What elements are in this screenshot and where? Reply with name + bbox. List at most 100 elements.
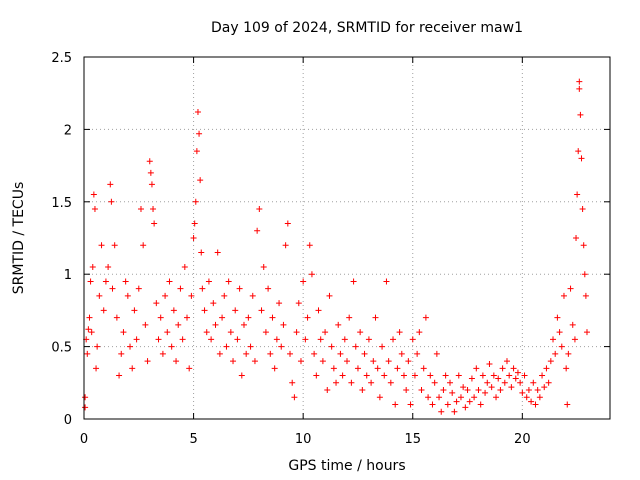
data-point — [238, 372, 245, 379]
data-point — [510, 365, 517, 372]
data-point — [230, 358, 237, 365]
data-point — [240, 321, 247, 328]
x-axis-label: GPS time / hours — [288, 458, 405, 474]
data-point — [184, 314, 191, 321]
data-point — [192, 198, 199, 205]
data-point — [191, 220, 198, 227]
data-point — [563, 365, 570, 372]
data-point — [482, 389, 489, 396]
data-point — [581, 271, 588, 278]
data-point — [216, 350, 223, 357]
data-point — [558, 343, 565, 350]
data-point — [291, 394, 298, 401]
data-point — [276, 300, 283, 307]
data-point — [403, 387, 410, 394]
data-point — [300, 278, 307, 285]
data-point — [488, 384, 495, 391]
data-point — [308, 271, 315, 278]
data-point — [227, 329, 234, 336]
data-point — [326, 292, 333, 299]
data-point — [221, 292, 228, 299]
data-point — [203, 329, 210, 336]
y-axis-label: SRMTID / TECUs — [11, 182, 27, 295]
data-point — [162, 292, 169, 299]
data-point — [583, 329, 590, 336]
data-point — [530, 379, 537, 386]
data-point — [368, 379, 375, 386]
data-point — [333, 379, 340, 386]
data-point — [166, 278, 173, 285]
data-point — [453, 398, 460, 405]
data-point — [532, 401, 539, 408]
data-point — [433, 350, 440, 357]
data-point — [102, 278, 109, 285]
data-point — [135, 285, 142, 292]
data-point — [473, 365, 480, 372]
data-point — [427, 372, 434, 379]
data-point — [365, 336, 372, 343]
data-point — [96, 292, 103, 299]
data-point — [429, 401, 436, 408]
data-point — [579, 206, 586, 213]
data-point — [133, 336, 140, 343]
x-tick-label: 10 — [295, 432, 312, 447]
data-point — [449, 389, 456, 396]
data-point — [311, 350, 318, 357]
data-point — [313, 372, 320, 379]
data-point — [127, 343, 134, 350]
data-point — [486, 360, 493, 367]
data-point — [359, 387, 366, 394]
data-point — [157, 314, 164, 321]
data-point — [348, 379, 355, 386]
data-point — [539, 372, 546, 379]
data-point — [525, 387, 532, 394]
data-point — [319, 358, 326, 365]
data-point — [330, 365, 337, 372]
data-point — [354, 365, 361, 372]
data-point — [302, 336, 309, 343]
data-point — [88, 329, 95, 336]
data-point — [464, 387, 471, 394]
data-point — [265, 285, 272, 292]
data-point — [100, 307, 107, 314]
data-point — [146, 158, 153, 165]
data-point — [188, 292, 195, 299]
data-point — [436, 394, 443, 401]
data-point — [168, 343, 175, 350]
data-point — [151, 220, 158, 227]
data-point — [547, 358, 554, 365]
data-point — [414, 350, 421, 357]
data-point — [339, 372, 346, 379]
data-point — [567, 285, 574, 292]
data-point — [405, 358, 412, 365]
data-point — [390, 336, 397, 343]
data-point — [236, 285, 243, 292]
data-point — [249, 292, 256, 299]
data-point — [475, 387, 482, 394]
data-point — [575, 148, 582, 155]
data-point — [370, 358, 377, 365]
data-point — [293, 329, 300, 336]
data-point — [124, 292, 131, 299]
data-point — [243, 350, 250, 357]
data-point — [462, 404, 469, 411]
x-tick-label: 0 — [80, 432, 88, 447]
data-point — [357, 329, 364, 336]
data-point — [554, 314, 561, 321]
data-point — [398, 350, 405, 357]
data-points — [82, 78, 590, 415]
data-point — [560, 292, 567, 299]
data-point — [396, 329, 403, 336]
data-point — [455, 372, 462, 379]
data-point — [416, 329, 423, 336]
data-point — [208, 336, 215, 343]
data-point — [322, 329, 329, 336]
plot-frame — [83, 56, 611, 420]
data-point — [179, 336, 186, 343]
chart-title: Day 109 of 2024, SRMTID for receiver maw… — [211, 20, 523, 36]
data-point — [576, 85, 583, 92]
data-point — [295, 300, 302, 307]
data-point — [271, 365, 278, 372]
data-point — [499, 365, 506, 372]
